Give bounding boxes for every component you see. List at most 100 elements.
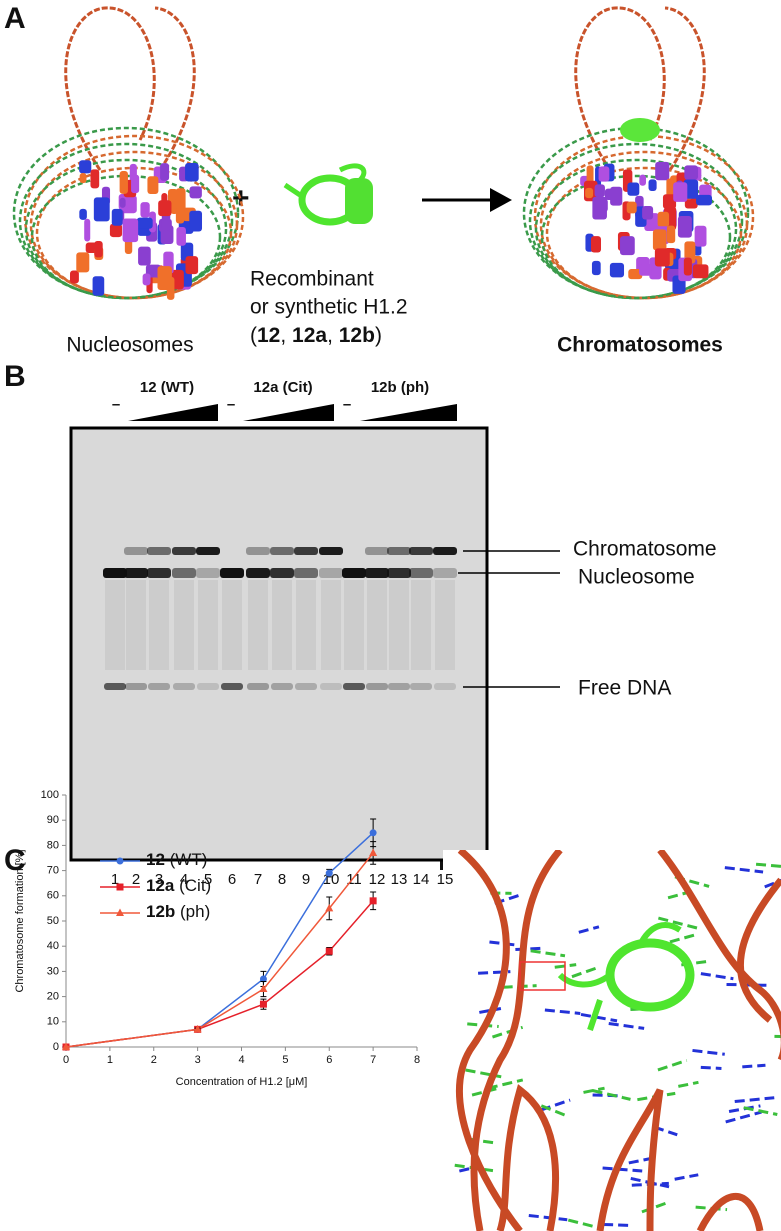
histone-blob [131,174,140,194]
y-tick-label: 60 [47,890,59,902]
x-tick-label: 6 [326,1054,332,1066]
marker [116,908,124,916]
histone-blob [158,200,172,217]
lane-number: 1 [111,871,119,888]
nucleosome-label: Nucleosomes [66,334,193,357]
gel-band [124,568,148,578]
gel-band [196,547,220,555]
panel-letter: C [4,844,26,877]
marker [369,829,377,837]
legend-label: 12a (Cit) [146,876,211,895]
histone-blob [79,160,92,174]
gel-band [434,683,456,690]
histone-blob [185,163,199,182]
gel-band [246,547,270,555]
histone-blob [666,225,676,244]
gel-band [388,683,410,690]
base-pair [580,1012,618,1023]
h1-text: Recombinant [250,268,374,291]
gel-band [270,568,294,578]
dna-turn [24,158,228,300]
gel-band [320,683,342,690]
legend-label: 12 (WT) [146,850,207,869]
histone-blob [610,186,623,206]
gel-smear [198,580,218,670]
compound-part: 12b [339,324,375,347]
legend-label: 12b (ph) [146,902,210,921]
marker [259,1000,267,1008]
dna-backbone [736,877,781,1023]
x-tick-label: 1 [107,1054,113,1066]
gel-smear [105,580,125,670]
histone-blob [189,210,203,232]
base-pair [583,1086,605,1094]
histone-blob [684,165,699,180]
gel-band [271,683,293,690]
y-tick-label: 100 [41,789,59,801]
gel-smear [296,580,316,670]
gel-band [319,547,343,555]
histone-blob [175,207,185,224]
base-pair [674,1173,699,1181]
histone-blob [84,218,91,242]
base-pair [491,1025,524,1039]
control-dash: – [227,396,235,413]
gel-band [270,547,294,555]
panel-letter: A [4,2,26,35]
band-label: Chromatosome [573,538,717,561]
lane-number: 13 [391,871,408,888]
base-pair [528,1213,568,1222]
base-pair [657,1058,688,1072]
compound-part: ( [250,324,257,347]
dna-loop [64,6,196,171]
histone-blob [119,197,126,208]
base-pair [592,1089,631,1101]
gel-band [125,683,147,690]
lane-number: 12 [369,871,386,888]
histone-blob [655,161,670,181]
group-label: 12 (WT) [140,379,194,396]
gel-band [103,568,127,578]
y-tick-label: 90 [47,814,59,826]
gel-band [366,683,388,690]
gel-smear [435,580,455,670]
y-tick-label: 20 [47,991,59,1003]
lane-number: 14 [413,871,430,888]
dna-turn [540,174,732,300]
gel-band [365,547,389,555]
gel-band [247,683,269,690]
control-dash: – [343,396,351,413]
base-pair [578,925,600,934]
gel-smear [321,580,341,670]
histone-blob [639,174,646,186]
gel-band [220,568,244,578]
lane-number: 11 [346,871,362,888]
base-pair [678,1080,699,1088]
dna-view [454,850,781,1231]
histone-blob [627,182,640,196]
base-pair [692,1048,725,1056]
concentration-wedge [243,404,334,421]
histone-blob [652,229,667,251]
base-pair [743,1106,778,1116]
group-label: 12b (ph) [371,379,429,396]
base-pair [603,1222,633,1227]
histone-blob [70,270,79,284]
series-line [65,832,374,1048]
histone-blob [657,211,670,228]
base-pair [471,1086,502,1097]
gel-smear [389,580,409,670]
histone-blob [693,243,702,256]
compound-part: 12 [257,324,280,347]
lane-number: 9 [302,871,310,888]
histone-blob [160,163,170,181]
gel-band [172,568,196,578]
gel [69,426,489,862]
marker [325,947,333,955]
histone-blob [590,236,602,253]
dna-turn [534,158,738,300]
gel-band [409,568,433,578]
concentration-wedge [128,404,218,421]
lane-number: 5 [204,871,212,888]
